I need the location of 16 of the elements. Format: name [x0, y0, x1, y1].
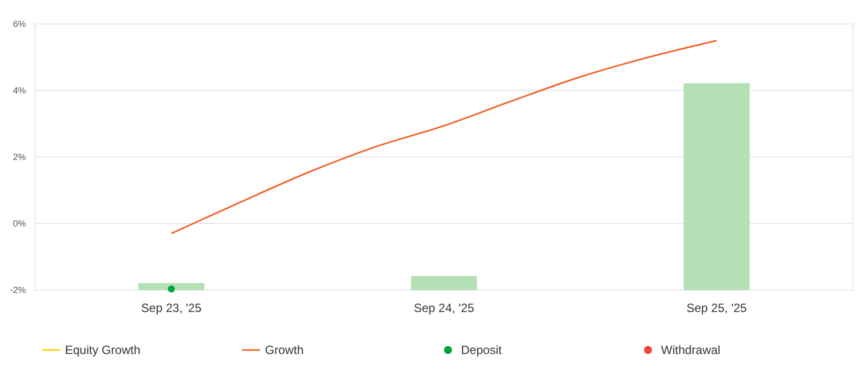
x-tick-label: Sep 24, '25 [414, 301, 474, 316]
line-series [170, 40, 718, 234]
x-tick-label: Sep 25, '25 [686, 301, 748, 316]
bar [138, 283, 204, 290]
y-tick-label: 0% [12, 218, 26, 228]
legend-label: Growth [265, 343, 304, 357]
x-tick-label: Sep 23, '25 [141, 301, 202, 316]
legend-label: Equity Growth [65, 343, 140, 357]
y-tick-label: 2% [12, 152, 26, 162]
bar [684, 83, 750, 290]
legend-label: Withdrawal [661, 343, 720, 357]
y-tick-label: -2% [10, 284, 26, 295]
bar [411, 276, 477, 290]
y-tick-label: 6% [12, 18, 26, 29]
legend-label: Deposit [461, 343, 502, 357]
y-tick-label: 4% [12, 85, 26, 96]
